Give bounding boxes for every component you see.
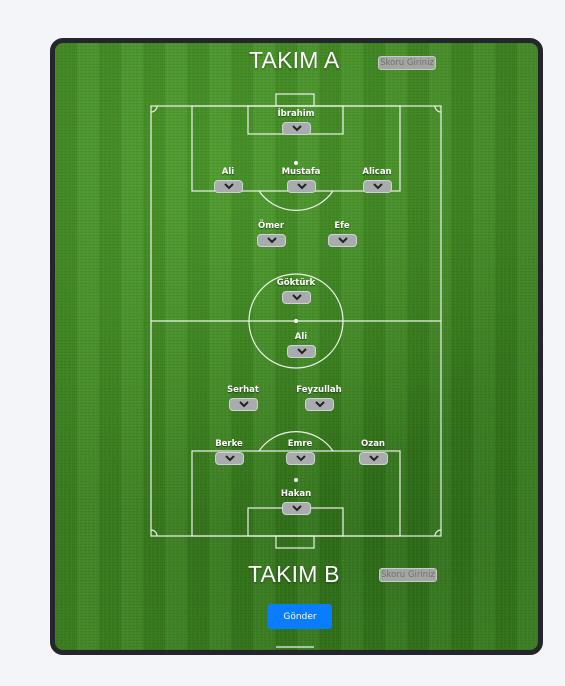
player-name: Berke <box>215 439 243 449</box>
team-b-title: TAKIM B <box>248 561 340 587</box>
player-position-button[interactable] <box>281 122 311 135</box>
player-position-button[interactable] <box>228 398 258 411</box>
player-position-button[interactable] <box>213 180 243 193</box>
player-name: Serhat <box>227 385 259 395</box>
chevron-down-icon <box>291 505 302 512</box>
player-b-1: Ali <box>256 332 346 362</box>
chevron-down-icon <box>266 237 277 244</box>
center-spot <box>294 319 298 323</box>
chevron-down-icon <box>368 455 379 462</box>
top-penalty-arc <box>258 190 334 211</box>
bottom-penalty-spot <box>294 478 298 482</box>
chevron-down-icon <box>296 348 307 355</box>
player-a-4: Alican <box>332 167 422 197</box>
chevron-down-icon <box>295 455 306 462</box>
player-name: Mustafa <box>281 167 321 177</box>
player-a-2: Ali <box>183 167 273 197</box>
bottom-penalty-arc <box>258 431 334 452</box>
player-b-4: Berke <box>184 439 274 469</box>
chevron-down-icon <box>372 183 383 190</box>
player-b-7: Hakan <box>251 489 341 519</box>
team-a-score-input[interactable] <box>378 56 436 70</box>
player-position-button[interactable] <box>286 345 316 358</box>
player-position-button[interactable] <box>327 234 357 247</box>
player-name: Efe <box>334 221 350 231</box>
player-a-5: Ömer <box>226 221 316 251</box>
player-a-1: İbrahim <box>251 109 341 139</box>
bottom-goal <box>275 535 315 549</box>
player-name: Alican <box>362 167 392 177</box>
player-name: Feyzullah <box>296 385 342 395</box>
chevron-down-icon <box>291 294 302 301</box>
player-position-button[interactable] <box>286 180 316 193</box>
player-name: İbrahim <box>277 109 315 119</box>
player-position-button[interactable] <box>304 398 334 411</box>
player-position-button[interactable] <box>281 291 311 304</box>
player-position-button[interactable] <box>256 234 286 247</box>
player-name: Emre <box>287 439 313 449</box>
top-penalty-spot <box>294 161 298 165</box>
chevron-down-icon <box>314 401 325 408</box>
chevron-down-icon <box>238 401 249 408</box>
player-position-button[interactable] <box>281 502 311 515</box>
player-b-5: Emre <box>255 439 345 469</box>
player-name: Ozan <box>361 439 385 449</box>
player-b-2: Serhat <box>198 385 288 415</box>
player-name: Ali <box>221 167 235 177</box>
player-name: Ömer <box>257 221 285 231</box>
chevron-down-icon <box>296 183 307 190</box>
player-b-3: Feyzullah <box>274 385 364 415</box>
player-name: Ali <box>294 332 308 342</box>
chevron-down-icon <box>291 125 302 132</box>
pitch-card: TAKIM A İbrahim Ali Mustafa Alican Ömer … <box>50 38 543 655</box>
player-b-6: Ozan <box>328 439 418 469</box>
chevron-down-icon <box>337 237 348 244</box>
team-a-title: TAKIM A <box>249 47 340 73</box>
player-position-button[interactable] <box>285 452 315 465</box>
chevron-down-icon <box>224 455 235 462</box>
chevron-down-icon <box>223 183 234 190</box>
player-a-7: Göktürk <box>251 278 341 308</box>
player-position-button[interactable] <box>214 452 244 465</box>
player-name: Hakan <box>280 489 312 499</box>
player-name: Göktürk <box>276 278 316 288</box>
player-a-6: Efe <box>297 221 387 251</box>
top-goal <box>275 93 315 107</box>
pitch-lines <box>150 93 442 648</box>
submit-button[interactable]: Gönder <box>268 604 332 629</box>
team-b-score-input[interactable] <box>379 568 437 582</box>
player-position-button[interactable] <box>362 180 392 193</box>
player-a-3: Mustafa <box>256 167 346 197</box>
player-position-button[interactable] <box>358 452 388 465</box>
center-circle <box>248 273 344 369</box>
